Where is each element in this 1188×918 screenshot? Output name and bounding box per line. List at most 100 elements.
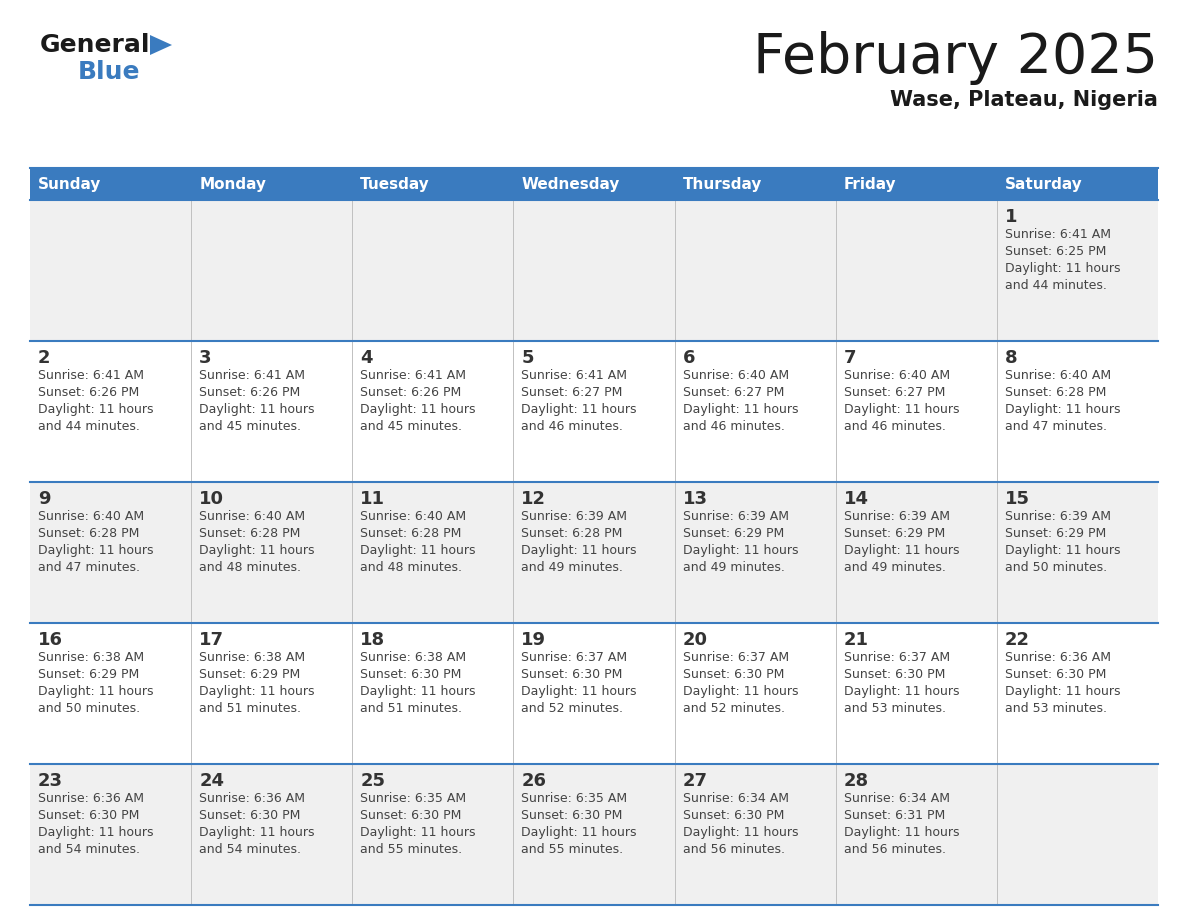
Text: Sunset: 6:29 PM: Sunset: 6:29 PM: [683, 527, 784, 540]
Text: 27: 27: [683, 772, 708, 790]
Text: Daylight: 11 hours: Daylight: 11 hours: [38, 685, 153, 698]
Text: Sunrise: 6:37 AM: Sunrise: 6:37 AM: [522, 651, 627, 664]
Bar: [30, 764, 1158, 905]
Text: and 55 minutes.: and 55 minutes.: [522, 843, 624, 856]
Text: and 53 minutes.: and 53 minutes.: [1005, 702, 1107, 715]
Text: Monday: Monday: [200, 176, 266, 192]
Text: Daylight: 11 hours: Daylight: 11 hours: [683, 544, 798, 557]
Text: Sunrise: 6:39 AM: Sunrise: 6:39 AM: [522, 510, 627, 523]
Text: Sunrise: 6:38 AM: Sunrise: 6:38 AM: [360, 651, 467, 664]
Text: February 2025: February 2025: [753, 31, 1158, 85]
Text: Thursday: Thursday: [683, 176, 762, 192]
Bar: [835, 168, 997, 200]
Text: Daylight: 11 hours: Daylight: 11 hours: [360, 544, 475, 557]
Text: and 49 minutes.: and 49 minutes.: [843, 561, 946, 574]
Bar: [30, 341, 1158, 482]
Text: 20: 20: [683, 631, 708, 649]
Text: Sunrise: 6:40 AM: Sunrise: 6:40 AM: [683, 369, 789, 382]
Text: Sunset: 6:30 PM: Sunset: 6:30 PM: [683, 668, 784, 681]
Text: Sunrise: 6:39 AM: Sunrise: 6:39 AM: [1005, 510, 1111, 523]
Text: and 56 minutes.: and 56 minutes.: [843, 843, 946, 856]
Text: 14: 14: [843, 490, 868, 508]
Text: 12: 12: [522, 490, 546, 508]
Text: and 52 minutes.: and 52 minutes.: [683, 702, 784, 715]
Text: Sunset: 6:27 PM: Sunset: 6:27 PM: [683, 386, 784, 399]
Text: Sunset: 6:26 PM: Sunset: 6:26 PM: [360, 386, 461, 399]
Text: Sunrise: 6:41 AM: Sunrise: 6:41 AM: [1005, 228, 1111, 241]
Text: Sunrise: 6:40 AM: Sunrise: 6:40 AM: [360, 510, 467, 523]
Text: and 45 minutes.: and 45 minutes.: [200, 420, 301, 433]
Text: Sunset: 6:30 PM: Sunset: 6:30 PM: [360, 668, 462, 681]
Text: 15: 15: [1005, 490, 1030, 508]
Text: Sunset: 6:30 PM: Sunset: 6:30 PM: [360, 809, 462, 822]
Text: Sunset: 6:29 PM: Sunset: 6:29 PM: [38, 668, 139, 681]
Text: Daylight: 11 hours: Daylight: 11 hours: [200, 685, 315, 698]
Text: Sunset: 6:29 PM: Sunset: 6:29 PM: [200, 668, 301, 681]
Text: Daylight: 11 hours: Daylight: 11 hours: [522, 826, 637, 839]
Text: 18: 18: [360, 631, 385, 649]
Text: Daylight: 11 hours: Daylight: 11 hours: [522, 685, 637, 698]
Text: Sunrise: 6:41 AM: Sunrise: 6:41 AM: [200, 369, 305, 382]
Text: and 51 minutes.: and 51 minutes.: [200, 702, 301, 715]
Text: 22: 22: [1005, 631, 1030, 649]
Text: Sunrise: 6:41 AM: Sunrise: 6:41 AM: [360, 369, 466, 382]
Text: and 56 minutes.: and 56 minutes.: [683, 843, 784, 856]
Text: Sunset: 6:28 PM: Sunset: 6:28 PM: [360, 527, 462, 540]
Text: and 46 minutes.: and 46 minutes.: [683, 420, 784, 433]
Text: and 45 minutes.: and 45 minutes.: [360, 420, 462, 433]
Text: Sunset: 6:28 PM: Sunset: 6:28 PM: [522, 527, 623, 540]
Text: Sunset: 6:30 PM: Sunset: 6:30 PM: [38, 809, 139, 822]
Text: 5: 5: [522, 349, 533, 367]
Text: Sunset: 6:29 PM: Sunset: 6:29 PM: [843, 527, 944, 540]
Text: Sunset: 6:27 PM: Sunset: 6:27 PM: [522, 386, 623, 399]
Text: and 50 minutes.: and 50 minutes.: [1005, 561, 1107, 574]
Text: Daylight: 11 hours: Daylight: 11 hours: [1005, 403, 1120, 416]
Text: Sunrise: 6:39 AM: Sunrise: 6:39 AM: [683, 510, 789, 523]
Text: Sunrise: 6:39 AM: Sunrise: 6:39 AM: [843, 510, 949, 523]
Text: Daylight: 11 hours: Daylight: 11 hours: [1005, 544, 1120, 557]
Text: Daylight: 11 hours: Daylight: 11 hours: [843, 685, 959, 698]
Text: and 50 minutes.: and 50 minutes.: [38, 702, 140, 715]
Text: 17: 17: [200, 631, 225, 649]
Text: Sunrise: 6:38 AM: Sunrise: 6:38 AM: [200, 651, 305, 664]
Text: Sunrise: 6:40 AM: Sunrise: 6:40 AM: [38, 510, 144, 523]
Text: and 46 minutes.: and 46 minutes.: [522, 420, 624, 433]
Text: and 49 minutes.: and 49 minutes.: [683, 561, 784, 574]
Text: Daylight: 11 hours: Daylight: 11 hours: [38, 403, 153, 416]
Text: Friday: Friday: [843, 176, 896, 192]
Text: 6: 6: [683, 349, 695, 367]
Text: 8: 8: [1005, 349, 1017, 367]
Text: and 46 minutes.: and 46 minutes.: [843, 420, 946, 433]
Text: and 53 minutes.: and 53 minutes.: [843, 702, 946, 715]
Text: Daylight: 11 hours: Daylight: 11 hours: [360, 403, 475, 416]
Text: and 55 minutes.: and 55 minutes.: [360, 843, 462, 856]
Bar: [30, 168, 191, 200]
Text: Sunset: 6:30 PM: Sunset: 6:30 PM: [522, 809, 623, 822]
Text: and 47 minutes.: and 47 minutes.: [38, 561, 140, 574]
Text: Sunrise: 6:34 AM: Sunrise: 6:34 AM: [683, 792, 789, 805]
Text: Sunrise: 6:36 AM: Sunrise: 6:36 AM: [1005, 651, 1111, 664]
Text: Daylight: 11 hours: Daylight: 11 hours: [683, 826, 798, 839]
Text: Sunset: 6:28 PM: Sunset: 6:28 PM: [200, 527, 301, 540]
Text: and 47 minutes.: and 47 minutes.: [1005, 420, 1107, 433]
Bar: [30, 623, 1158, 764]
Text: Sunrise: 6:41 AM: Sunrise: 6:41 AM: [38, 369, 144, 382]
Text: 9: 9: [38, 490, 51, 508]
Polygon shape: [150, 35, 172, 55]
Text: Sunset: 6:31 PM: Sunset: 6:31 PM: [843, 809, 944, 822]
Text: 25: 25: [360, 772, 385, 790]
Text: Sunrise: 6:37 AM: Sunrise: 6:37 AM: [843, 651, 950, 664]
Text: and 44 minutes.: and 44 minutes.: [1005, 279, 1107, 292]
Text: 21: 21: [843, 631, 868, 649]
Bar: [997, 168, 1158, 200]
Text: and 48 minutes.: and 48 minutes.: [200, 561, 301, 574]
Text: General: General: [40, 33, 151, 57]
Text: Daylight: 11 hours: Daylight: 11 hours: [1005, 262, 1120, 275]
Text: Sunset: 6:28 PM: Sunset: 6:28 PM: [38, 527, 139, 540]
Text: 23: 23: [38, 772, 63, 790]
Text: Sunrise: 6:37 AM: Sunrise: 6:37 AM: [683, 651, 789, 664]
Text: and 54 minutes.: and 54 minutes.: [38, 843, 140, 856]
Text: and 54 minutes.: and 54 minutes.: [200, 843, 301, 856]
Text: Daylight: 11 hours: Daylight: 11 hours: [200, 826, 315, 839]
Text: Daylight: 11 hours: Daylight: 11 hours: [1005, 685, 1120, 698]
